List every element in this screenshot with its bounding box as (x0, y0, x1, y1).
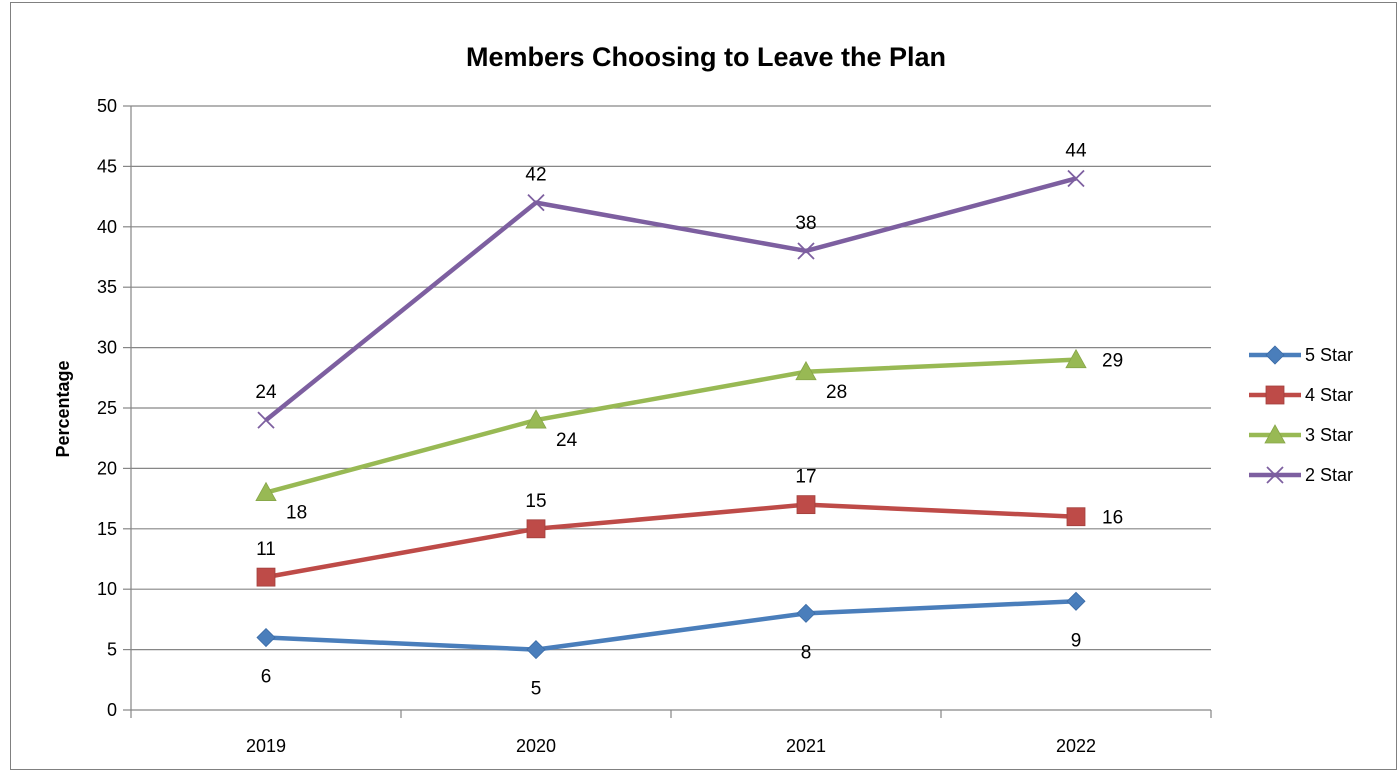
series-lines (255, 169, 1087, 660)
marker-4-star-2021 (796, 495, 816, 515)
legend-label-4-star: 4 Star (1305, 385, 1353, 405)
y-tick-label-20: 20 (97, 458, 117, 478)
chart-title: Members Choosing to Leave the Plan (466, 42, 946, 72)
legend-item-3-star: 3 Star (1249, 424, 1353, 445)
marker-4-star-2022 (1066, 507, 1086, 527)
marker-2-star-2022 (1067, 169, 1085, 188)
marker-3-star-2020 (525, 409, 547, 429)
series-line-5-star (265, 599, 1077, 652)
legend-marker-2-star (1266, 466, 1284, 484)
gridlines (131, 105, 1211, 651)
series-2-star (257, 169, 1085, 429)
series-5-star (256, 591, 1086, 660)
data-label-2-star-2019: 24 (255, 382, 277, 403)
marker-2-star-2021-stroke-b (797, 242, 815, 260)
series-line-3-star (265, 357, 1077, 495)
legend-marker-4-star (1265, 385, 1285, 405)
x-tick-label-2020: 2020 (516, 736, 556, 756)
marker-2-star-2019-stroke-b (257, 411, 275, 429)
marker-2-star-2021 (797, 242, 815, 260)
legend-marker-3-star (1264, 424, 1286, 444)
y-tick-label-10: 10 (97, 579, 117, 599)
series-line-4-star (265, 502, 1077, 580)
marker-4-star-2019 (256, 567, 276, 587)
data-label-2-star-2021: 38 (795, 213, 816, 234)
marker-3-star-2022 (1065, 348, 1087, 369)
marker-3-star-2021 (795, 360, 817, 381)
marker-3-star-2019 (255, 481, 277, 501)
y-axis-label: Percentage (53, 360, 73, 457)
legend-label-5-star: 5 Star (1305, 345, 1353, 365)
marker-5-star-2021 (796, 603, 816, 623)
y-tick-label-25: 25 (97, 398, 117, 418)
legend-item-4-star: 4 Star (1249, 385, 1353, 405)
legend-item-2-star: 2 Star (1249, 465, 1353, 485)
legend-item-5-star: 5 Star (1249, 345, 1353, 365)
series-4-star (256, 495, 1086, 587)
data-label-4-star-2020: 15 (525, 491, 546, 512)
marker-5-star-2020 (526, 640, 546, 660)
legend-label-2-star: 2 Star (1305, 465, 1353, 485)
marker-2-star-2022-stroke-b (1067, 169, 1085, 188)
x-tick-label-2019: 2019 (246, 736, 286, 756)
data-label-3-star-2022: 29 (1102, 351, 1123, 372)
data-label-4-star-2021: 17 (795, 467, 816, 488)
data-label-4-star-2022: 16 (1102, 508, 1123, 529)
y-axis-ticks: 0 5 10 15 20 25 30 35 40 45 50 (97, 96, 117, 720)
y-tick-label-40: 40 (97, 217, 117, 237)
line-chart: Members Choosing to Leave the Plan 0 5 10 1… (53, 42, 1353, 756)
data-label-3-star-2019: 18 (286, 503, 307, 524)
series-line-2-star (264, 176, 1077, 422)
data-label-5-star-2021: 8 (801, 642, 812, 663)
y-tick-label-35: 35 (97, 277, 117, 297)
x-tick-label-2022: 2022 (1056, 736, 1096, 756)
axes (123, 105, 1212, 718)
marker-2-star-2019 (257, 411, 275, 429)
data-label-2-star-2022: 44 (1065, 140, 1087, 161)
marker-4-star-2020 (526, 519, 546, 539)
y-tick-label-30: 30 (97, 338, 117, 358)
data-label-3-star-2020: 24 (556, 430, 578, 451)
marker-5-star-2022 (1066, 591, 1086, 611)
marker-5-star-2019 (256, 627, 276, 648)
chart-frame: Members Choosing to Leave the Plan 0 5 10 1… (10, 2, 1397, 770)
data-label-5-star-2022: 9 (1071, 630, 1082, 651)
data-label-5-star-2020: 5 (531, 679, 542, 700)
legend-marker-5-star (1265, 345, 1285, 365)
data-label-4-star-2019: 11 (256, 539, 276, 560)
y-tick-label-5: 5 (107, 640, 117, 660)
legend-marker-2-star-stroke-b (1266, 466, 1284, 484)
x-tick-label-2021: 2021 (786, 736, 826, 756)
data-label-5-star-2019: 6 (261, 667, 272, 688)
series-3-star (255, 348, 1087, 501)
legend: 5 Star 4 Star 3 Star 2 Star (1249, 345, 1353, 485)
marker-2-star-2020-stroke-b (527, 194, 545, 212)
legend-label-3-star: 3 Star (1305, 425, 1353, 445)
data-labels: 6 5 8 9 11 15 17 16 18 24 28 29 24 42 38 44 (255, 140, 1123, 699)
marker-2-star-2020 (527, 194, 545, 212)
y-tick-label-0: 0 (107, 700, 117, 720)
data-label-3-star-2021: 28 (826, 382, 847, 403)
y-tick-label-15: 15 (97, 519, 117, 539)
y-tick-label-45: 45 (97, 156, 117, 176)
x-axis-ticks: 2019 2020 2021 2022 (246, 736, 1096, 756)
y-tick-label-50: 50 (97, 96, 117, 116)
data-label-2-star-2020: 42 (525, 165, 546, 186)
